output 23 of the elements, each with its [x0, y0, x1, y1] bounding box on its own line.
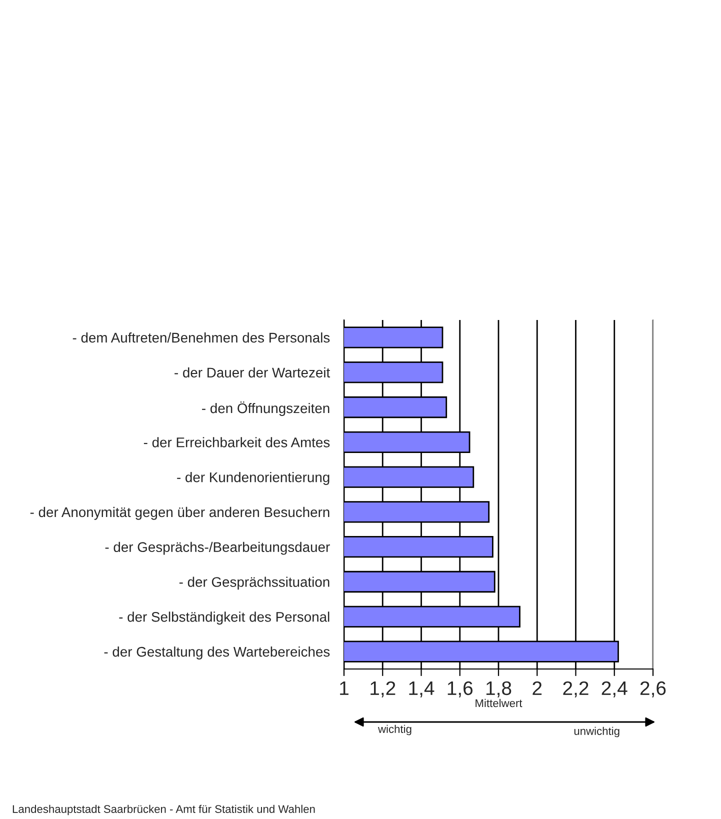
y-tick-label: - der Anonymität gegen über anderen Besuchern	[30, 506, 330, 520]
x-tick-label: 1,6	[448, 681, 473, 698]
x-tick-label: 2,4	[602, 681, 628, 698]
text: wichtig	[378, 724, 412, 736]
x-tick-label: 2,6	[640, 681, 666, 698]
x-tick-label: 1	[340, 682, 348, 695]
x-tick-label: 2	[532, 681, 542, 695]
y-tick-label: - dem Auftreten/Benehmen des Personals	[72, 332, 330, 343]
y-tick-label: - der Dauer der Wartezeit	[174, 367, 330, 378]
text: Landeshauptstadt Saarbrücken - Amt für Statistik und Wahlen	[12, 804, 315, 816]
y-tick-label: - der Gestaltung des Wartebereiches	[104, 646, 330, 660]
y-tick-label: - der Selbständigkeit des Personal	[119, 612, 330, 625]
y-tick-label: - der Gesprächssituation	[179, 576, 330, 590]
y-tick-label: - der Gesprächs-/Bearbeitungsdauer	[105, 542, 330, 555]
y-tick-label: - den Öffnungszeiten	[202, 401, 330, 416]
x-tick-label: 1,8	[486, 681, 512, 698]
y-tick-label: - der Kundenorientierung	[177, 472, 330, 485]
text: unwichtig	[574, 726, 620, 738]
y-tick-label: - der Erreichbarkeit des Amtes	[144, 437, 330, 448]
x-tick-label: 1,4	[409, 682, 434, 698]
x-tick-label: 1,2	[370, 681, 396, 698]
x-axis-title: Mittelwert	[476, 698, 522, 708]
x-tick-label: 2,2	[563, 681, 588, 698]
